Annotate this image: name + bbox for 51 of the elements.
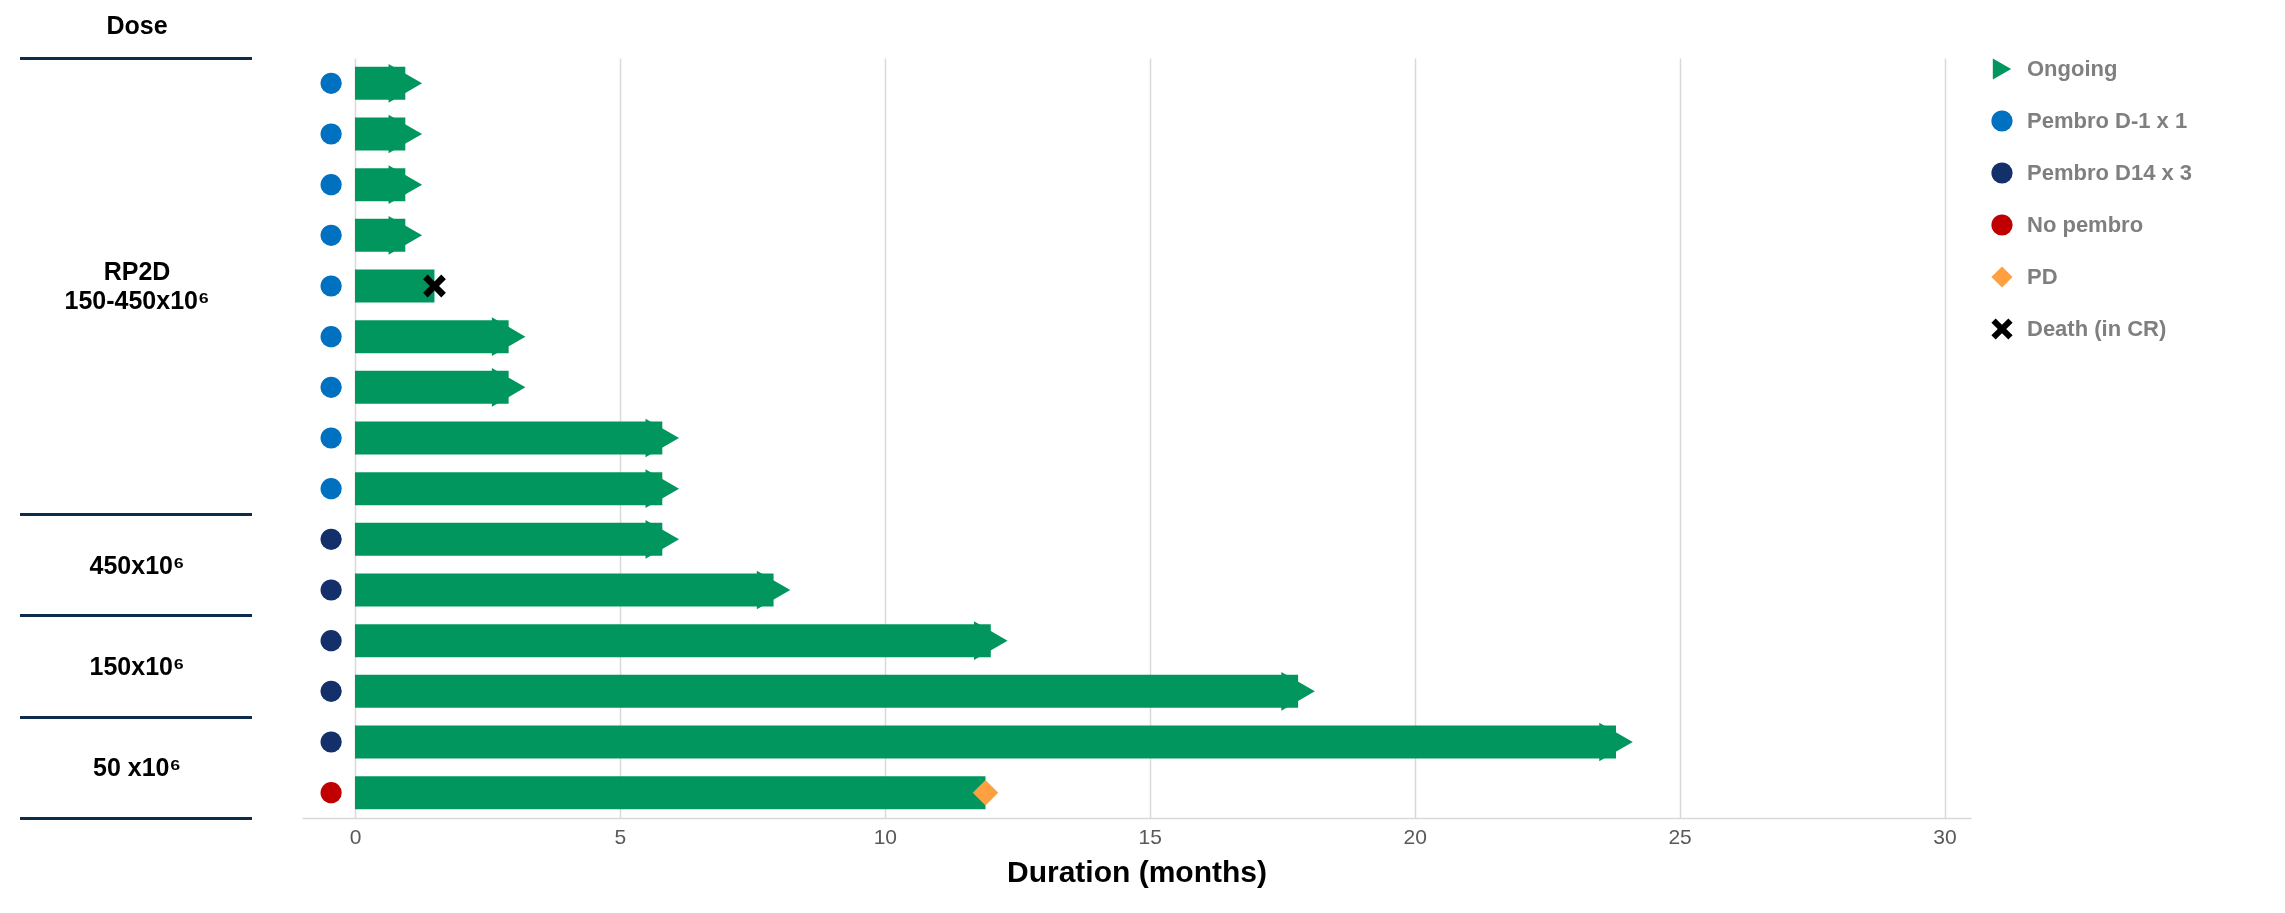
legend-label: PD xyxy=(2027,264,2058,289)
point xyxy=(388,165,423,205)
point xyxy=(423,274,446,298)
point xyxy=(320,275,342,297)
text: 150x10⁶ xyxy=(88,651,186,681)
point xyxy=(320,376,342,398)
point xyxy=(320,478,342,500)
x-tick-label: 15 xyxy=(1138,824,1162,848)
point xyxy=(320,427,342,449)
point xyxy=(320,731,342,753)
point xyxy=(388,215,423,255)
point xyxy=(1599,722,1633,762)
point xyxy=(320,630,342,652)
point xyxy=(320,528,342,550)
point xyxy=(972,779,999,806)
x-tick-label: 0 xyxy=(349,824,362,848)
point xyxy=(388,63,423,103)
point xyxy=(320,680,342,702)
x-tick-label: 5 xyxy=(614,824,627,848)
x-tick-label: 20 xyxy=(1403,824,1427,848)
legend-label: Ongoing xyxy=(2027,56,2118,81)
text: 450x10⁶ xyxy=(88,550,186,580)
point xyxy=(320,72,342,94)
text: RP2D 150-450x10⁶ xyxy=(63,257,211,315)
bar xyxy=(354,776,986,810)
point xyxy=(645,469,680,509)
point xyxy=(491,367,526,407)
text: Dose xyxy=(105,10,169,40)
point xyxy=(974,621,1008,661)
point xyxy=(320,174,342,196)
point xyxy=(756,570,791,610)
point xyxy=(320,579,342,601)
bar xyxy=(354,269,435,303)
legend-label: Pembro D-1 x 1 xyxy=(2027,108,2188,133)
legend-label: No pembro xyxy=(2027,212,2144,237)
point xyxy=(320,224,342,246)
point xyxy=(388,114,423,154)
point xyxy=(491,317,526,357)
legend-label: Pembro D14 x 3 xyxy=(2027,160,2193,185)
point xyxy=(645,519,680,559)
point xyxy=(320,326,342,348)
x-tick-label: 30 xyxy=(1933,824,1957,848)
legend-label: Death (in CR) xyxy=(2027,316,2167,341)
x-tick-label: 25 xyxy=(1668,824,1692,848)
point xyxy=(1281,671,1315,711)
text: 50 x10⁶ xyxy=(92,752,182,782)
point xyxy=(320,782,342,804)
x-axis-title: Duration (months) xyxy=(1007,854,1267,888)
point xyxy=(320,123,342,145)
point xyxy=(645,418,680,458)
x-tick-label: 10 xyxy=(873,824,898,848)
